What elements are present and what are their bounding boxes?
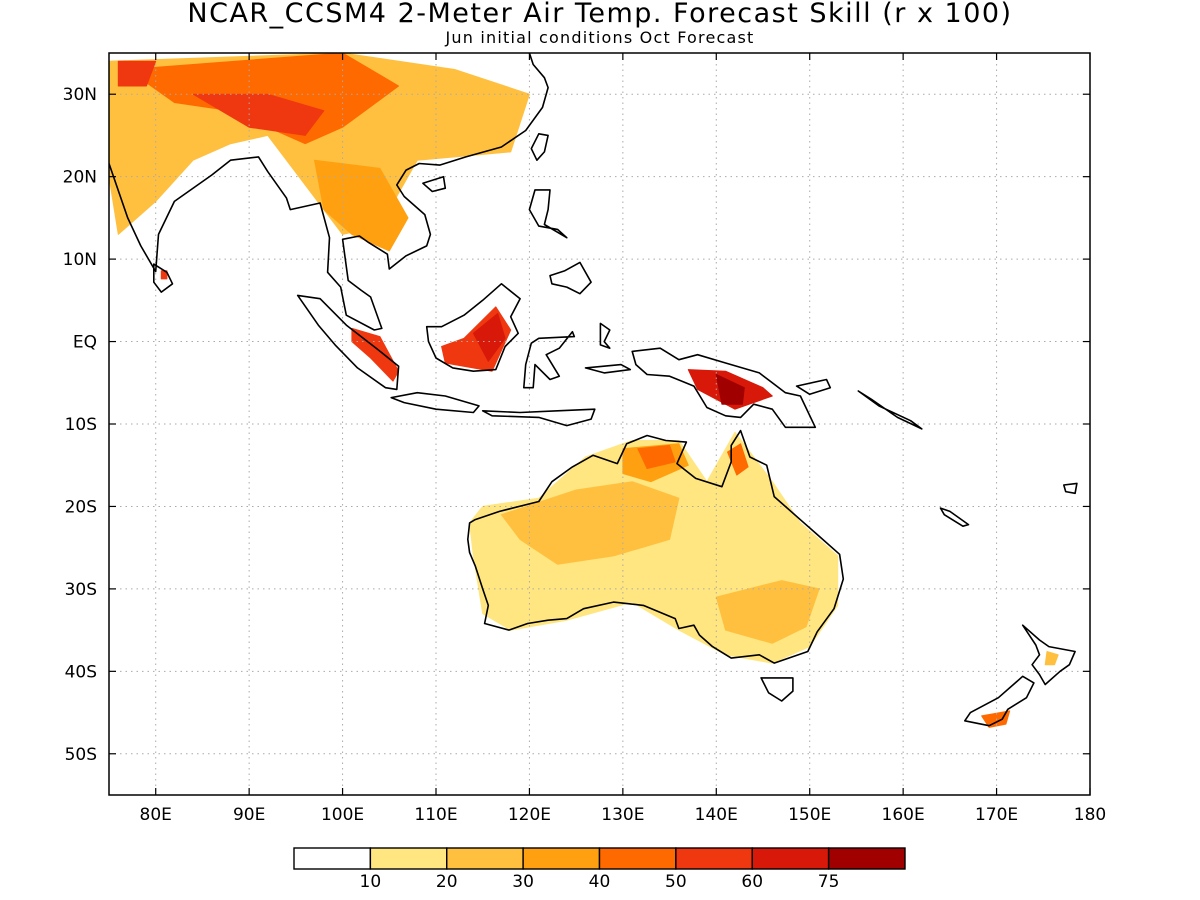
skill-region-borneo-core [472,313,506,362]
lesser-sunda-coast [481,408,596,427]
nz-south-coast [964,675,1035,727]
australia-coast [467,429,845,664]
lon-tick-label: 140E [695,805,738,825]
sri-lanka-coast [153,263,174,293]
solomon-coast [857,390,923,430]
skill-region-nz-south [981,710,1011,728]
lon-tick-label: 100E [321,805,364,825]
colorbar-label: 10 [360,872,382,892]
lon-tick-label: 90E [233,805,265,825]
java-coast [390,391,480,414]
skill-region-indochina [314,159,409,252]
nz-north-coast [1021,624,1076,686]
colorbar-label: 60 [741,872,763,892]
lat-tick-label: 10S [65,415,97,435]
hainan-coast [422,175,447,193]
skill-region-new-guinea-core [715,374,745,405]
skill-region-australia-southeast [715,580,820,644]
skill-region-nw-india [117,60,157,87]
seram-coast [584,363,632,374]
halmahera-coast [599,322,611,349]
skill-shading [109,53,1059,728]
colorbar-label: 50 [665,872,687,892]
colorbar: 10 20 30 40 50 60 75 [293,847,906,892]
lon-tick-label: 80E [140,805,172,825]
lat-tick-label: 10N [63,250,97,270]
colorbar-label: 75 [818,872,840,892]
luzon-coast [528,189,568,239]
colorbar-label: 20 [436,872,458,892]
new-caledonia-coast [939,507,970,527]
mindanao-coast [549,261,592,295]
lon-tick-label: 160E [882,805,925,825]
lat-tick-label: 40S [65,662,97,682]
tasmania-coast [760,677,794,702]
borneo-coast [425,283,521,372]
colorbar-label: 30 [512,872,534,892]
lon-tick-label: 150E [788,805,831,825]
lat-tick-label: 30N [63,85,97,105]
colorbar-swatch [293,847,372,870]
chart-subtitle: Jun initial conditions Oct Forecast [445,28,755,47]
map-gridlines [109,53,1090,795]
colorbar-label: 40 [589,872,611,892]
taiwan-coast [530,133,549,161]
lat-tick-label: 20N [63,168,97,188]
colorbar-swatch [522,847,601,870]
skill-region-tibet-core [192,93,325,136]
fiji-coast [1063,482,1078,495]
lat-tick-label: 20S [65,497,97,517]
lat-tick-label: EQ [73,333,97,353]
coastlines [109,53,1078,727]
sumatra-coast [296,294,400,391]
colorbar-swatch [751,847,830,870]
lon-tick-label: 120E [508,805,551,825]
colorbar-swatch [446,847,524,870]
lon-tick-label: 110E [414,805,457,825]
new-britain-coast [795,378,832,396]
skill-region-australia-nw [500,481,680,565]
skill-region-queensland-coast [727,443,749,476]
lat-tick-label: 50S [65,745,97,765]
asia-coast [109,53,549,331]
colorbar-swatch [827,847,906,870]
lon-tick-label: 170E [975,805,1018,825]
skill-region-australia-north-core [637,444,676,469]
axis-ticks: 80E 90E 100E 110E 120E 130E 140E 150E 160E 170E 18… [63,53,1106,825]
colorbar-swatch [675,847,753,870]
skill-region-nz-north [1044,651,1059,666]
lat-tick-label: 30S [65,580,97,600]
new-guinea-coast [631,347,817,429]
sulawesi-coast [523,330,576,389]
colorbar-swatch [369,847,448,870]
colorbar-swatch [598,847,677,870]
chart-title: NCAR_CCSM4 2-Meter Air Temp. Forecast Sk… [187,0,1013,29]
lon-tick-label: 180 [1074,805,1106,825]
lon-tick-label: 130E [601,805,644,825]
